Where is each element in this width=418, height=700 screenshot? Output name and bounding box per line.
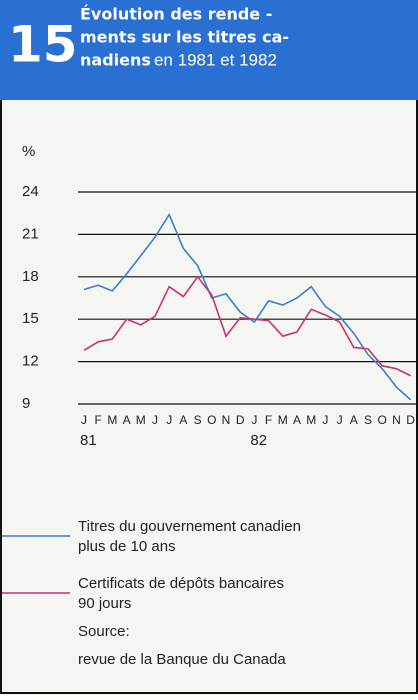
x-tick-label: J — [152, 413, 158, 427]
y-tick-label: 12 — [22, 353, 39, 370]
y-tick-label: 15 — [22, 310, 39, 327]
x-tick-label: J — [166, 413, 172, 427]
x-tick-label: N — [392, 413, 401, 427]
x-tick-label: A — [179, 413, 187, 427]
x-tick-label: S — [364, 413, 372, 427]
x-tick-label: M — [306, 413, 316, 427]
y-tick-label: 9 — [22, 395, 30, 412]
title-line: Évolution des rende - — [80, 5, 272, 24]
line-series — [83, 275, 411, 377]
x-tick-label: F — [265, 413, 272, 427]
x-tick-label: A — [350, 413, 358, 427]
x-tick-label: D — [236, 413, 245, 427]
title-line: ments sur les titres ca- — [80, 28, 289, 47]
x-tick-label: O — [378, 413, 387, 427]
legend-label: Titres du gouvernement canadien plus de 1… — [78, 518, 301, 555]
year-label: 82 — [250, 432, 267, 449]
x-tick-label: F — [95, 413, 102, 427]
y-tick-label: 24 — [22, 183, 39, 200]
line-series — [83, 212, 412, 401]
x-tick-label: M — [107, 413, 117, 427]
x-tick-label: M — [278, 413, 288, 427]
x-tick-label: S — [194, 413, 202, 427]
y-axis-label: % — [22, 143, 35, 160]
x-tick-label: A — [293, 413, 301, 427]
legend-label: Certificats de dépôts bancaires 90 jours — [78, 575, 284, 612]
x-tick-label: J — [251, 413, 257, 427]
x-tick-label: J — [322, 413, 328, 427]
x-tick-label: D — [406, 413, 415, 427]
x-tick-label: O — [207, 413, 216, 427]
legend-line: Titres du gouvernement canadien — [78, 518, 301, 535]
source-text: revue de la Banque du Canada — [78, 651, 286, 668]
header-band — [0, 0, 418, 100]
figure-number: 15 — [8, 16, 78, 74]
source-label: Source: — [78, 623, 130, 640]
legend-line: plus de 10 ans — [78, 538, 176, 555]
year-label: 81 — [80, 432, 97, 449]
y-tick-label: 21 — [22, 225, 39, 242]
x-tick-label: J — [337, 413, 343, 427]
title-tail: en 1981 et 1982 — [154, 50, 277, 69]
x-tick-label: J — [81, 413, 87, 427]
title-line: nadiens — [80, 51, 151, 70]
legend-line: Certificats de dépôts bancaires — [78, 575, 284, 592]
x-tick-label: A — [123, 413, 131, 427]
x-tick-label: N — [222, 413, 231, 427]
x-tick-label: M — [136, 413, 146, 427]
legend-line: 90 jours — [78, 595, 131, 612]
y-tick-label: 18 — [22, 268, 39, 285]
